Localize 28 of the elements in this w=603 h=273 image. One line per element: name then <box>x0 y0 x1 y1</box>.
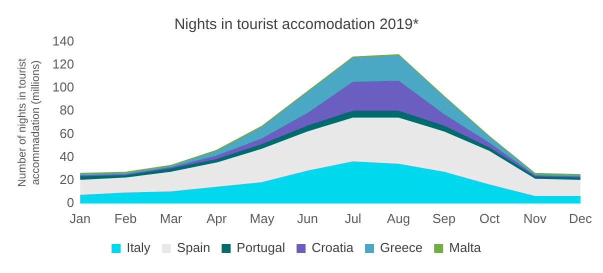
y-tick-label: 120 <box>52 56 74 72</box>
chart-title: Nights in tourist accomodation 2019* <box>174 16 419 34</box>
y-tick-label: 140 <box>52 34 74 49</box>
y-tick-label: 60 <box>60 126 74 141</box>
legend-label: Croatia <box>312 240 354 256</box>
legend-label: Spain <box>176 240 210 256</box>
legend-label: Portugal <box>236 240 286 256</box>
x-tick-label: May <box>250 210 275 226</box>
x-tick-label: Sep <box>432 210 456 226</box>
x-tick-label: Jan <box>70 210 91 226</box>
legend-label: Greece <box>380 240 423 256</box>
y-tick-label: 20 <box>60 172 74 187</box>
y-tick-label: 80 <box>60 102 74 118</box>
legend-label: Italy <box>126 240 151 256</box>
x-tick-label: Nov <box>523 210 548 226</box>
x-tick-label: Dec <box>568 210 592 226</box>
x-tick-label: Aug <box>386 210 410 226</box>
x-tick-label: Feb <box>114 210 137 226</box>
y-tick-label: 100 <box>52 80 74 95</box>
x-tick-label: Oct <box>479 210 500 226</box>
y-axis-title: Number of nights in tourist accommadation (millions) <box>16 58 42 187</box>
x-tick-label: Jul <box>344 210 362 226</box>
legend-label: Malta <box>449 240 482 256</box>
x-tick-label: Jun <box>297 210 318 226</box>
y-tick-label: 40 <box>60 148 74 164</box>
x-tick-label: Apr <box>206 210 228 226</box>
y-tick-label: 0 <box>66 194 74 210</box>
x-tick-label: Mar <box>160 210 183 226</box>
